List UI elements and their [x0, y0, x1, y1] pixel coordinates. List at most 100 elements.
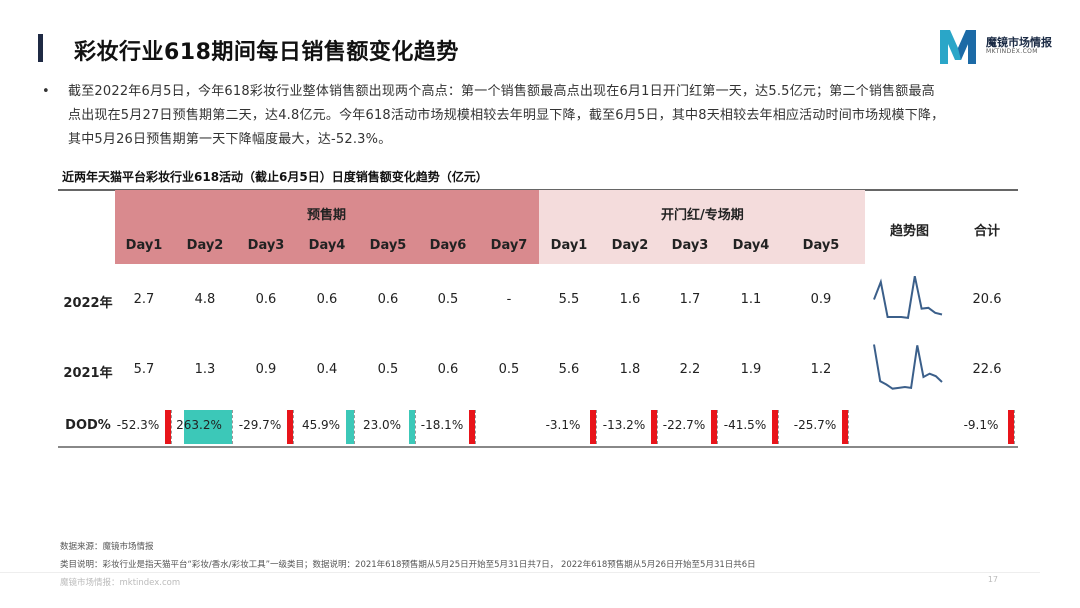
- day-header-presale: Day2: [186, 238, 224, 253]
- row-label-dod: DOD%: [65, 418, 111, 433]
- summary-line: 其中5月26日预售期第一天下降幅度最大，达-52.3%。: [68, 132, 392, 147]
- opening-header-band: [539, 190, 865, 264]
- dod-cell: 23.0%: [362, 418, 402, 432]
- table-cell: 0.9: [810, 292, 832, 307]
- logo-subtitle: MKTINDEX.COM: [986, 47, 1038, 55]
- dod-presale-negative-bar: [165, 410, 171, 444]
- day-header-opening: Day4: [732, 238, 770, 253]
- table-cell: 0.4: [316, 362, 338, 377]
- summary-line: 截至2022年6月5日，今年618彩妆行业整体销售额出现两个高点：第一个销售额最…: [68, 84, 935, 99]
- page-title: 彩妆行业618期间每日销售额变化趋势: [74, 40, 459, 65]
- row-label: 2022年: [63, 296, 113, 311]
- footer-site: 魔镜市场情报：mktindex.com: [60, 578, 181, 588]
- dod-zero-line: [657, 410, 658, 444]
- group-header-presale: 预售期: [307, 208, 347, 223]
- day-header-presale: Day5: [369, 238, 407, 253]
- row-total: 20.6: [972, 292, 1002, 307]
- table-cell: 1.3: [194, 362, 216, 377]
- dod-zero-line: [293, 410, 294, 444]
- table-cell: 5.6: [558, 362, 580, 377]
- dod-zero-line: [778, 410, 779, 444]
- table-cell: 1.2: [810, 362, 832, 377]
- dod-zero-line: [717, 410, 718, 444]
- table-cell: 0.5: [437, 292, 459, 307]
- dod-zero-line: [475, 410, 476, 444]
- day-header-presale: Day3: [247, 238, 285, 253]
- day-header-opening: Day3: [671, 238, 709, 253]
- dod-presale-positive-bar: [184, 410, 232, 444]
- dod-zero-line: [171, 410, 172, 444]
- dod-zero-line: [596, 410, 597, 444]
- title-accent-bar: [38, 34, 43, 62]
- presale-header-band: [115, 190, 539, 264]
- dod-cell: -13.2%: [602, 418, 646, 432]
- table-cell: 1.8: [619, 362, 641, 377]
- table-cell: 5.7: [133, 362, 155, 377]
- table-cell: 0.6: [437, 362, 459, 377]
- table-cell: 2.7: [133, 292, 155, 307]
- dod-cell: -22.7%: [662, 418, 706, 432]
- dod-presale-negative-bar: [287, 410, 293, 444]
- row-total: 22.6: [972, 362, 1002, 377]
- table-cell: 0.6: [377, 292, 399, 307]
- row-label: 2021年: [63, 366, 113, 381]
- group-header-opening: 开门红/专场期: [661, 208, 744, 223]
- dod-cell: -25.7%: [793, 418, 837, 432]
- dod-total-cell: -9.1%: [963, 418, 999, 432]
- dod-presale-negative-bar: [469, 410, 475, 444]
- dod-opening-negative-bar: [842, 410, 848, 444]
- day-header-opening: Day1: [550, 238, 588, 253]
- table-cell: 1.1: [740, 292, 762, 307]
- day-header-presale: Day1: [125, 238, 163, 253]
- column-header-trend: 趋势图: [890, 224, 930, 239]
- dod-cell: -41.5%: [723, 418, 767, 432]
- dod-cell: -18.1%: [420, 418, 464, 432]
- dod-zero-line: [415, 410, 416, 444]
- footer-note: 类目说明：彩妆行业是指天猫平台“彩妆/香水/彩妆工具”一级类目；数据说明：202…: [60, 560, 756, 570]
- dod-zero-line: [232, 410, 233, 444]
- dod-total-negative-bar: [1008, 410, 1014, 444]
- sparkline-path: [873, 275, 943, 319]
- dod-zero-line: [1014, 410, 1015, 444]
- dod-presale-positive-bar: [409, 410, 415, 444]
- trend-sparkline: [873, 344, 943, 390]
- dod-cell: -3.1%: [545, 418, 581, 432]
- table-cell: 4.8: [194, 292, 216, 307]
- dod-zero-line: [848, 410, 849, 444]
- dod-presale-positive-bar: [345, 410, 354, 444]
- dod-opening-negative-bar: [590, 410, 596, 444]
- table-cell: 0.9: [255, 362, 277, 377]
- dod-zero-line: [354, 410, 355, 444]
- trend-sparkline: [873, 275, 943, 319]
- table-cell: 0.5: [498, 362, 520, 377]
- table-cell: 0.5: [377, 362, 399, 377]
- table-cell: 2.2: [679, 362, 701, 377]
- dod-cell: -52.3%: [116, 418, 160, 432]
- dod-opening-negative-bar: [772, 410, 778, 444]
- logo-name: 魔镜市场情报: [986, 35, 1052, 49]
- sparkline-path: [873, 344, 943, 390]
- page-number: 17: [987, 575, 998, 584]
- table-cell: 1.7: [679, 292, 701, 307]
- day-header-presale: Day4: [308, 238, 346, 253]
- day-header-presale: Day6: [429, 238, 467, 253]
- table-cell: 0.6: [316, 292, 338, 307]
- day-header-presale: Day7: [490, 238, 528, 253]
- logo-m-icon: [940, 30, 976, 64]
- column-header-total: 合计: [974, 224, 1001, 239]
- table-cell: 1.9: [740, 362, 762, 377]
- table-bottom-rule: [58, 446, 1018, 448]
- day-header-opening: Day5: [802, 238, 840, 253]
- dod-cell: -29.7%: [238, 418, 282, 432]
- summary-line: 点出现在5月27日预售期第二天，达4.8亿元。今年618活动市场规模相较去年明显…: [68, 108, 945, 123]
- dod-cell: 45.9%: [301, 418, 341, 432]
- table-cell: 5.5: [558, 292, 580, 307]
- table-caption: 近两年天猫平台彩妆行业618活动（截止6月5日）日度销售额变化趋势（亿元）: [62, 170, 488, 184]
- table-cell: 1.6: [619, 292, 641, 307]
- dod-opening-negative-bar: [651, 410, 657, 444]
- day-header-opening: Day2: [611, 238, 649, 253]
- table-cell: 0.6: [255, 292, 277, 307]
- brand-logo: 魔镜市场情报 MKTINDEX.COM: [936, 26, 1052, 66]
- footer-source: 数据来源：魔镜市场情报: [60, 542, 154, 552]
- table-cell: -: [506, 292, 512, 307]
